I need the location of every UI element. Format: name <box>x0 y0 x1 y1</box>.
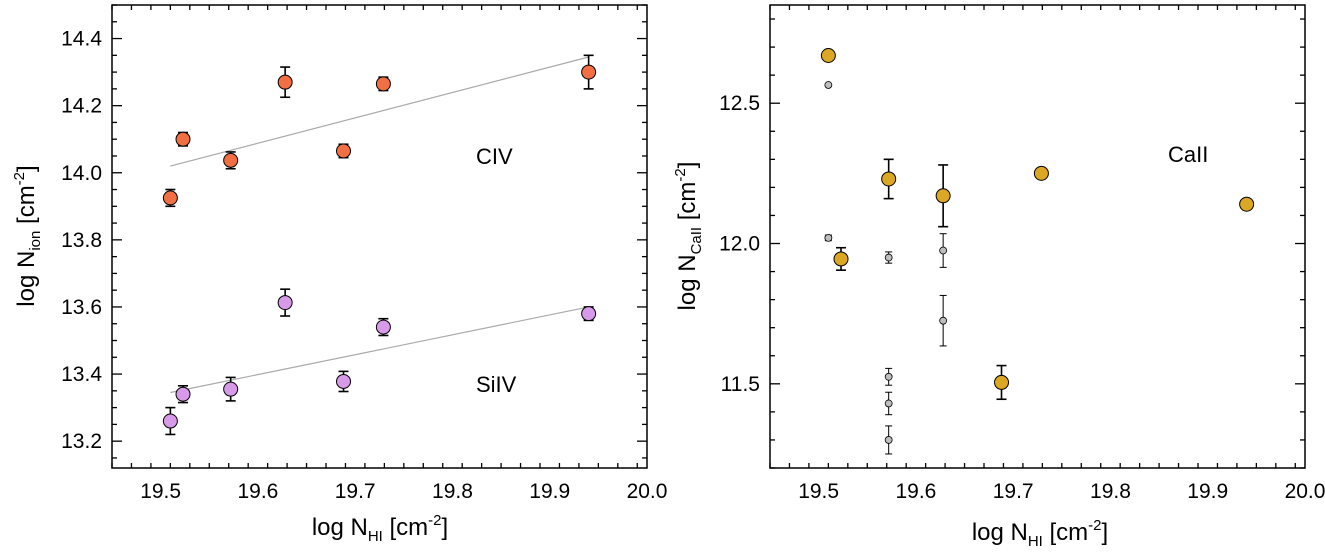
data-point <box>935 188 951 204</box>
data-point <box>581 64 597 80</box>
data-point <box>277 74 293 90</box>
y-tick-label: 14.2 <box>61 95 102 118</box>
right-ticks: 19.5 19.6 19.7 19.8 19.9 20.0 11.5 12.0 12.5 <box>719 5 1325 503</box>
data-point <box>884 253 893 262</box>
data-point <box>175 386 191 402</box>
data-point <box>375 319 391 335</box>
data-point <box>884 436 893 444</box>
left-plot-frame <box>111 4 648 469</box>
data-point <box>336 373 352 389</box>
x-tick-label: 20.0 <box>627 480 668 503</box>
y-tick-label: 14.0 <box>61 162 102 185</box>
data-point <box>994 374 1010 390</box>
y-tick-label: 13.2 <box>61 430 102 453</box>
siiv-label: SiIV <box>476 372 517 397</box>
x-tick-label: 19.7 <box>993 480 1034 503</box>
data-point <box>820 48 836 64</box>
data-point <box>884 372 893 381</box>
y-tick-label: 12.5 <box>719 92 760 115</box>
right-panel: 19.5 19.6 19.7 19.8 19.9 20.0 11.5 12.0 12.5 CaI… <box>672 4 1325 550</box>
right-x-axis-title: log NHI [cm-2] <box>972 517 1108 550</box>
x-tick-label: 19.5 <box>140 480 181 503</box>
data-point <box>162 413 178 429</box>
left-data-points <box>162 54 597 436</box>
right-plot-frame <box>769 4 1306 469</box>
y-tick-label: 13.8 <box>61 229 102 252</box>
left-ticks: 19.5 19.6 19.7 19.8 19.9 20.0 13.2 13.4 13.6 13.8… <box>61 4 668 503</box>
y-tick-label: 11.5 <box>721 373 760 396</box>
data-point <box>162 190 178 206</box>
x-tick-label: 19.6 <box>895 480 936 503</box>
fit-line <box>170 56 589 167</box>
data-point <box>223 152 239 168</box>
data-point <box>1033 165 1049 181</box>
x-tick-label: 19.5 <box>798 480 839 503</box>
x-tick-label: 19.8 <box>1090 480 1131 503</box>
right-data-points <box>820 48 1255 455</box>
data-point <box>824 81 833 89</box>
y-tick-label: 13.4 <box>61 363 102 386</box>
left-x-axis-title: log NHI [cm-2] <box>312 512 448 545</box>
x-tick-label: 19.9 <box>529 480 570 503</box>
caii-label: CaII <box>1168 142 1208 167</box>
data-point <box>833 251 849 267</box>
right-y-axis-title: log NCaII [cm-2] <box>672 162 705 311</box>
data-point <box>939 316 948 325</box>
data-point <box>881 171 897 187</box>
data-point <box>1239 196 1255 212</box>
data-point <box>824 234 833 242</box>
data-point <box>884 399 893 408</box>
x-tick-label: 19.8 <box>432 480 473 503</box>
civ-label: CIV <box>476 144 513 169</box>
x-tick-label: 19.6 <box>237 480 278 503</box>
x-tick-label: 19.9 <box>1187 480 1228 503</box>
data-point <box>223 381 239 397</box>
data-point <box>375 76 391 92</box>
data-point <box>175 131 191 147</box>
data-point <box>939 246 948 255</box>
y-tick-label: 14.4 <box>61 28 102 51</box>
data-point <box>277 295 293 311</box>
x-tick-label: 19.7 <box>335 480 376 503</box>
left-fit-lines <box>170 56 589 394</box>
fit-line <box>170 306 589 394</box>
y-tick-label: 13.6 <box>61 296 102 319</box>
left-panel: 19.5 19.6 19.7 19.8 19.9 20.0 13.2 13.4 13.6 13.8… <box>11 4 668 545</box>
data-point <box>581 306 597 322</box>
x-tick-label: 20.0 <box>1285 480 1325 503</box>
data-point <box>336 143 352 159</box>
y-tick-label: 12.0 <box>719 233 760 256</box>
left-y-axis-title: log Nion [cm-2] <box>11 165 44 306</box>
